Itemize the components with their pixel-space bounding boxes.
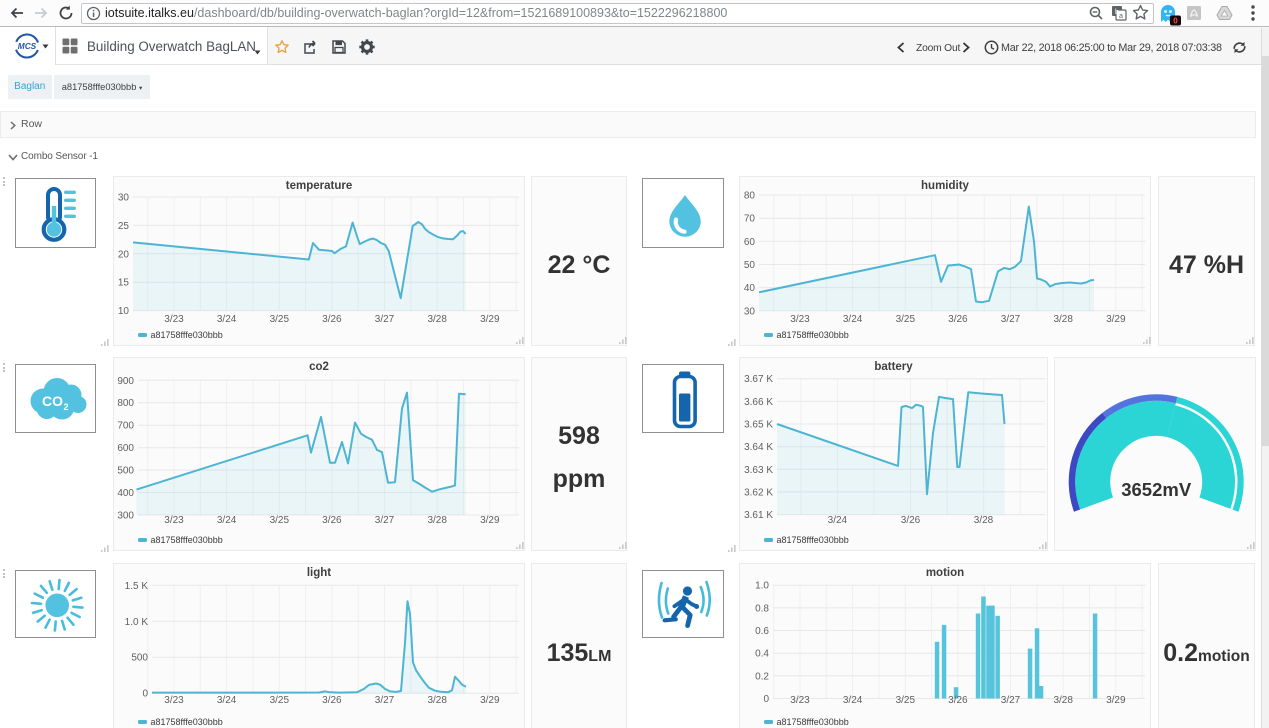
svg-text:1.5 K: 1.5 K [125,581,149,592]
svg-text:3/25: 3/25 [270,515,290,526]
svg-text:3/25: 3/25 [896,314,916,325]
svg-text:3/23: 3/23 [790,314,810,325]
svg-text:1.0: 1.0 [755,581,769,592]
svg-text:3.66 K: 3.66 K [744,397,773,408]
svg-text:0.6: 0.6 [755,626,769,637]
svg-text:400: 400 [117,488,134,499]
svg-text:3/26: 3/26 [322,695,342,706]
svg-text:3.61 K: 3.61 K [744,510,773,521]
svg-text:900: 900 [117,376,134,387]
svg-text:70: 70 [744,214,756,225]
svg-text:3/29: 3/29 [480,695,500,706]
svg-text:40: 40 [744,283,756,294]
svg-text:0: 0 [142,689,148,700]
svg-text:3/27: 3/27 [375,695,395,706]
svg-text:3/23: 3/23 [164,515,184,526]
svg-text:3/24: 3/24 [828,515,848,526]
svg-text:3/26: 3/26 [948,314,968,325]
svg-text:2: 2 [63,402,68,412]
svg-text:a: a [1119,13,1123,20]
svg-text:3/26: 3/26 [322,314,342,325]
svg-text:15: 15 [118,278,130,289]
svg-text:3/28: 3/28 [427,695,447,706]
svg-text:MCS: MCS [18,41,37,51]
svg-text:CO: CO [42,393,63,409]
svg-text:3/24: 3/24 [217,695,237,706]
svg-text:3/26: 3/26 [901,515,921,526]
svg-text:3/29: 3/29 [480,314,500,325]
svg-text:0.4: 0.4 [755,649,769,660]
svg-text:3/27: 3/27 [375,314,395,325]
svg-text:700: 700 [117,421,134,432]
svg-text:0: 0 [1173,17,1178,26]
svg-text:20: 20 [118,249,130,260]
svg-text:b: b [1115,9,1119,16]
svg-text:80: 80 [744,191,756,202]
svg-text:3/28: 3/28 [427,515,447,526]
svg-text:3/29: 3/29 [1106,695,1126,706]
svg-text:3/26: 3/26 [948,695,968,706]
svg-text:3/24: 3/24 [843,314,863,325]
svg-text:3/24: 3/24 [843,695,863,706]
svg-text:800: 800 [117,398,134,409]
svg-text:3.62 K: 3.62 K [744,487,773,498]
svg-text:3/27: 3/27 [1001,314,1021,325]
svg-text:0.2: 0.2 [755,671,769,682]
svg-text:1.0 K: 1.0 K [125,617,149,628]
svg-text:500: 500 [117,466,134,477]
svg-text:3/25: 3/25 [270,314,290,325]
svg-text:30: 30 [118,193,130,204]
svg-text:3/29: 3/29 [1106,314,1126,325]
svg-text:3652mV: 3652mV [1121,479,1192,500]
svg-text:3/29: 3/29 [480,515,500,526]
svg-text:3/28: 3/28 [1053,695,1073,706]
svg-text:600: 600 [117,443,134,454]
svg-text:3/25: 3/25 [896,695,916,706]
svg-text:3/23: 3/23 [790,695,810,706]
svg-text:3.63 K: 3.63 K [744,465,773,476]
svg-text:3.64 K: 3.64 K [744,442,773,453]
svg-text:30: 30 [744,306,756,317]
svg-text:50: 50 [744,260,756,271]
svg-text:3/28: 3/28 [1053,314,1073,325]
svg-text:10: 10 [118,306,130,317]
svg-text:3/27: 3/27 [1001,695,1021,706]
svg-text:3/23: 3/23 [164,314,184,325]
svg-text:3/23: 3/23 [164,695,184,706]
svg-text:3/24: 3/24 [217,314,237,325]
svg-text:60: 60 [744,237,756,248]
svg-text:3/28: 3/28 [974,515,994,526]
svg-text:3/27: 3/27 [375,515,395,526]
svg-text:500: 500 [131,653,148,664]
svg-text:0: 0 [763,694,769,705]
svg-text:3/26: 3/26 [322,515,342,526]
svg-text:3.67 K: 3.67 K [744,374,773,385]
svg-text:3/24: 3/24 [217,515,237,526]
svg-text:3/25: 3/25 [270,695,290,706]
svg-text:3/28: 3/28 [427,314,447,325]
svg-text:300: 300 [117,511,134,522]
svg-text:0.8: 0.8 [755,603,769,614]
svg-text:3.65 K: 3.65 K [744,420,773,431]
svg-text:25: 25 [118,221,130,232]
